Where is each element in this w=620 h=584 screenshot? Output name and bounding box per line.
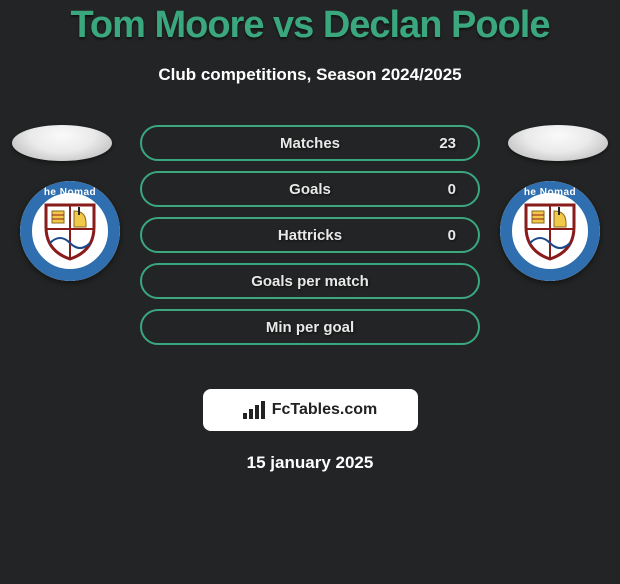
stat-value-right: 23 [439,135,456,152]
comparison-panel: he Nomad he Nomad Ma [0,125,620,375]
stat-row: Hattricks 0 [140,217,480,253]
badge-crest-icon [38,199,102,263]
brand-text: FcTables.com [272,401,378,419]
badge-ring-text: he Nomad [20,187,120,198]
stat-bars: Matches 23 Goals 0 Hattricks 0 Goals per… [140,125,480,345]
badge-crest-icon [518,199,582,263]
stat-row: Matches 23 [140,125,480,161]
page-title: Tom Moore vs Declan Poole [0,4,620,47]
stat-label: Hattricks [278,227,342,244]
stat-row: Goals 0 [140,171,480,207]
stat-value-right: 0 [448,181,456,198]
stat-row: Goals per match [140,263,480,299]
date-text: 15 january 2025 [0,453,620,473]
badge-ring-text: he Nomad [500,187,600,198]
player-left-club-badge: he Nomad [20,181,120,281]
stat-label: Min per goal [266,319,354,336]
brand-box: FcTables.com [203,389,418,431]
player-left-marker [12,125,112,161]
subtitle: Club competitions, Season 2024/2025 [0,65,620,85]
player-right-marker [508,125,608,161]
stat-row: Min per goal [140,309,480,345]
player-right-club-badge: he Nomad [500,181,600,281]
stat-label: Goals per match [251,273,369,290]
stat-label: Matches [280,135,340,152]
stat-value-right: 0 [448,227,456,244]
bar-chart-icon [243,401,265,419]
stat-label: Goals [289,181,331,198]
